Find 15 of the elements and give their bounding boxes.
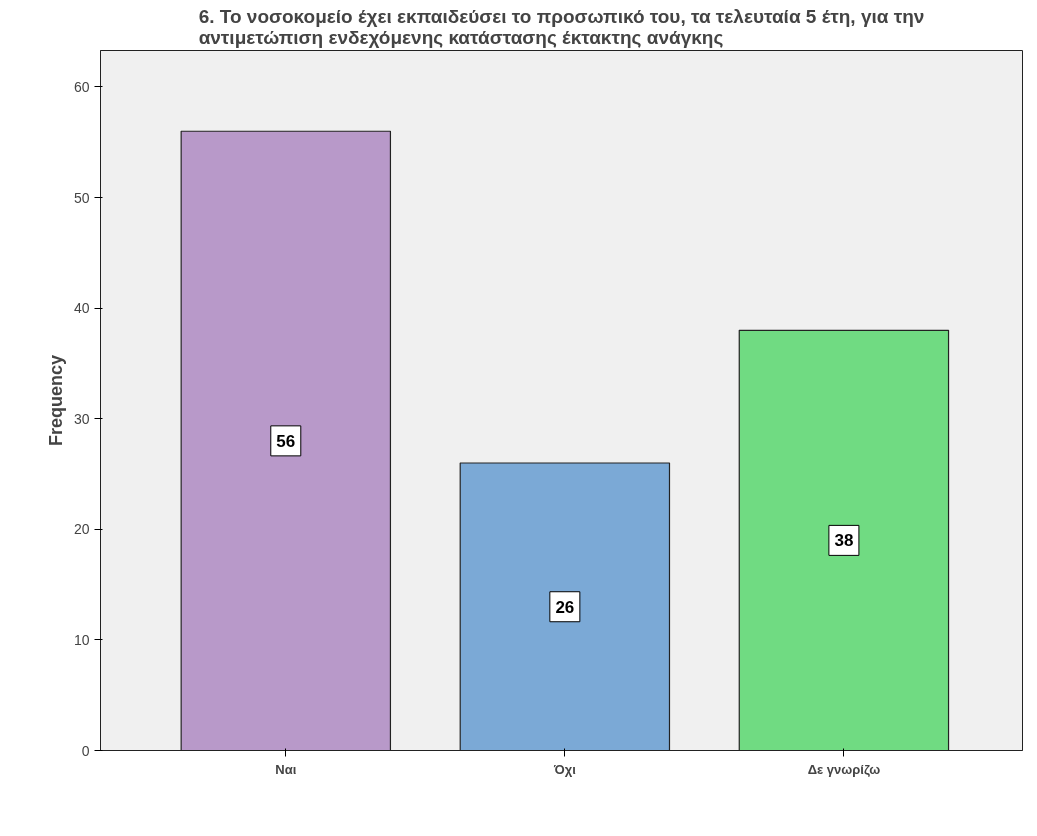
y-tick-label: 40 (73, 300, 90, 317)
y-tick-label: 50 (73, 189, 90, 206)
y-tick-label: 0 (81, 742, 90, 759)
data-label: 26 (555, 597, 575, 617)
x-tick-label: Όχι (552, 761, 577, 777)
data-label: 56 (276, 431, 296, 451)
y-tick-label: 30 (73, 410, 90, 427)
y-axis-title: Frequency (45, 354, 66, 447)
chart-title: 6. Το νοσοκομείο έχει εκπαιδεύσει το προσωπικό του, τα τελευταία 5 έτη, για την αντιμετώπιση ενδεχόμενης κατάστασης έκτακτης ανάγκης (198, 5, 925, 48)
x-tick-label: Ναι (275, 761, 297, 777)
y-tick-label: 60 (73, 78, 90, 95)
data-label: 38 (834, 531, 854, 551)
x-tick-label: Δε γνωρίζω (807, 761, 881, 777)
y-tick-label: 20 (73, 521, 90, 538)
y-tick-label: 10 (73, 631, 90, 648)
